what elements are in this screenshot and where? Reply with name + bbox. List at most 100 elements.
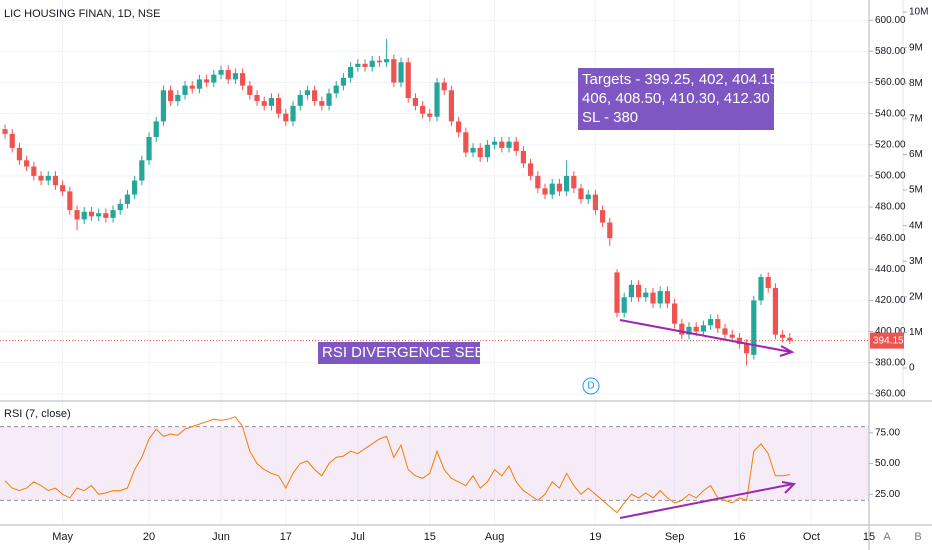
annotation-text: RSI DIVERGENCE SEEN [322,344,495,361]
scale-button[interactable]: A [883,531,891,543]
y-tick-label: 600.00 [875,15,906,26]
volume-tick-label: 7M [909,114,923,125]
dividend-marker[interactable] [582,377,600,395]
candle-body [592,194,599,211]
x-tick-label: 17 [280,531,292,543]
y-tick-label: 560.00 [875,77,906,88]
candle-body [132,180,138,195]
y-tick-label: 440.00 [875,264,906,275]
candle-body [621,297,627,313]
candle-body [535,175,541,189]
candle-body [52,175,59,186]
candle-body [506,141,512,148]
rsi-trend-arrow [619,483,794,519]
marker-label[interactable]: D [587,381,594,392]
candle-body [600,210,606,223]
candle-body [225,70,231,80]
candle-body [204,79,210,83]
candle-body [542,188,548,195]
candle-body [189,85,195,89]
candle-body [693,326,699,332]
candle-body [751,300,757,355]
y-tick-label: 380.00 [875,357,906,368]
candle-body [470,147,476,153]
candle-body [340,77,347,86]
candle-body [376,60,383,63]
candle-body [715,319,721,329]
candle-body [283,113,289,122]
candle-body [614,272,620,313]
candle-body [772,287,779,335]
y-tick-label: 580.00 [875,46,906,57]
candle-body [513,141,519,151]
candle-body [434,82,440,117]
candle-body [405,62,411,99]
annotation-text: 406, 408.50, 410.30, 412.30 [582,90,770,107]
candle-body [304,90,311,95]
last-price-label: 394.15 [873,335,904,346]
candle-body [268,98,275,106]
candle-body [81,211,87,220]
candle-body [319,101,325,106]
candle-body [398,62,404,83]
candle-body [585,194,591,200]
x-tick-label: Oct [803,531,820,543]
candle-body [218,70,224,75]
x-tick-label: Jun [212,531,230,543]
candle-body [182,85,188,95]
candle-body [456,121,462,133]
x-tick-label: 19 [589,531,601,543]
annotation-text: Targets - 399.25, 402, 404.15, [582,71,782,88]
y-tick-label: 400.00 [875,326,906,337]
y-tick-label: 420.00 [875,295,906,306]
rsi-tick-label: 75.00 [875,427,900,438]
candle-body [391,59,397,83]
x-tick-label: 15 [424,531,436,543]
x-tick-label: Sep [665,531,685,543]
x-tick-label: 15 [863,531,875,543]
y-tick-label: 480.00 [875,202,906,213]
candle-body [463,132,469,153]
candle-body [780,334,786,338]
candle-body [578,188,584,200]
candle-body [196,79,203,89]
rsi-label: RSI (7, close) [4,408,71,420]
volume-tick-label: 2M [909,291,923,302]
candle-body [24,160,30,167]
candle-body [74,210,80,220]
candle-body [736,337,743,344]
x-tick-label: Jul [351,531,365,543]
candle-body [571,175,577,189]
candle-body [333,85,339,94]
marks [0,38,869,514]
candle-body [31,166,37,176]
candle-body [168,90,174,102]
candle-body [312,90,318,102]
candle-body [146,136,152,161]
rsi-tick-label: 25.00 [875,489,900,500]
candle-body [427,113,433,117]
candle-body [124,194,131,204]
annotation-text: SL - 380 [582,109,638,126]
candle-body [628,284,635,298]
candle-body [729,334,735,338]
candle-body [664,291,671,304]
candle-body [412,98,419,106]
candle-body [607,222,613,239]
candle-body [254,94,260,102]
x-tick-label: 16 [733,531,745,543]
candle-body [290,105,296,122]
candle-body [117,203,123,211]
candle-body [564,175,570,192]
candle-body [67,191,73,211]
candle-body [758,277,764,301]
arrow-head [781,481,797,494]
candle-body [261,101,267,106]
y-tick-label: 520.00 [875,139,906,150]
candle-body [175,94,181,102]
candle-body [276,98,282,114]
scale-button[interactable]: B [914,531,921,543]
candle-body [96,213,102,217]
